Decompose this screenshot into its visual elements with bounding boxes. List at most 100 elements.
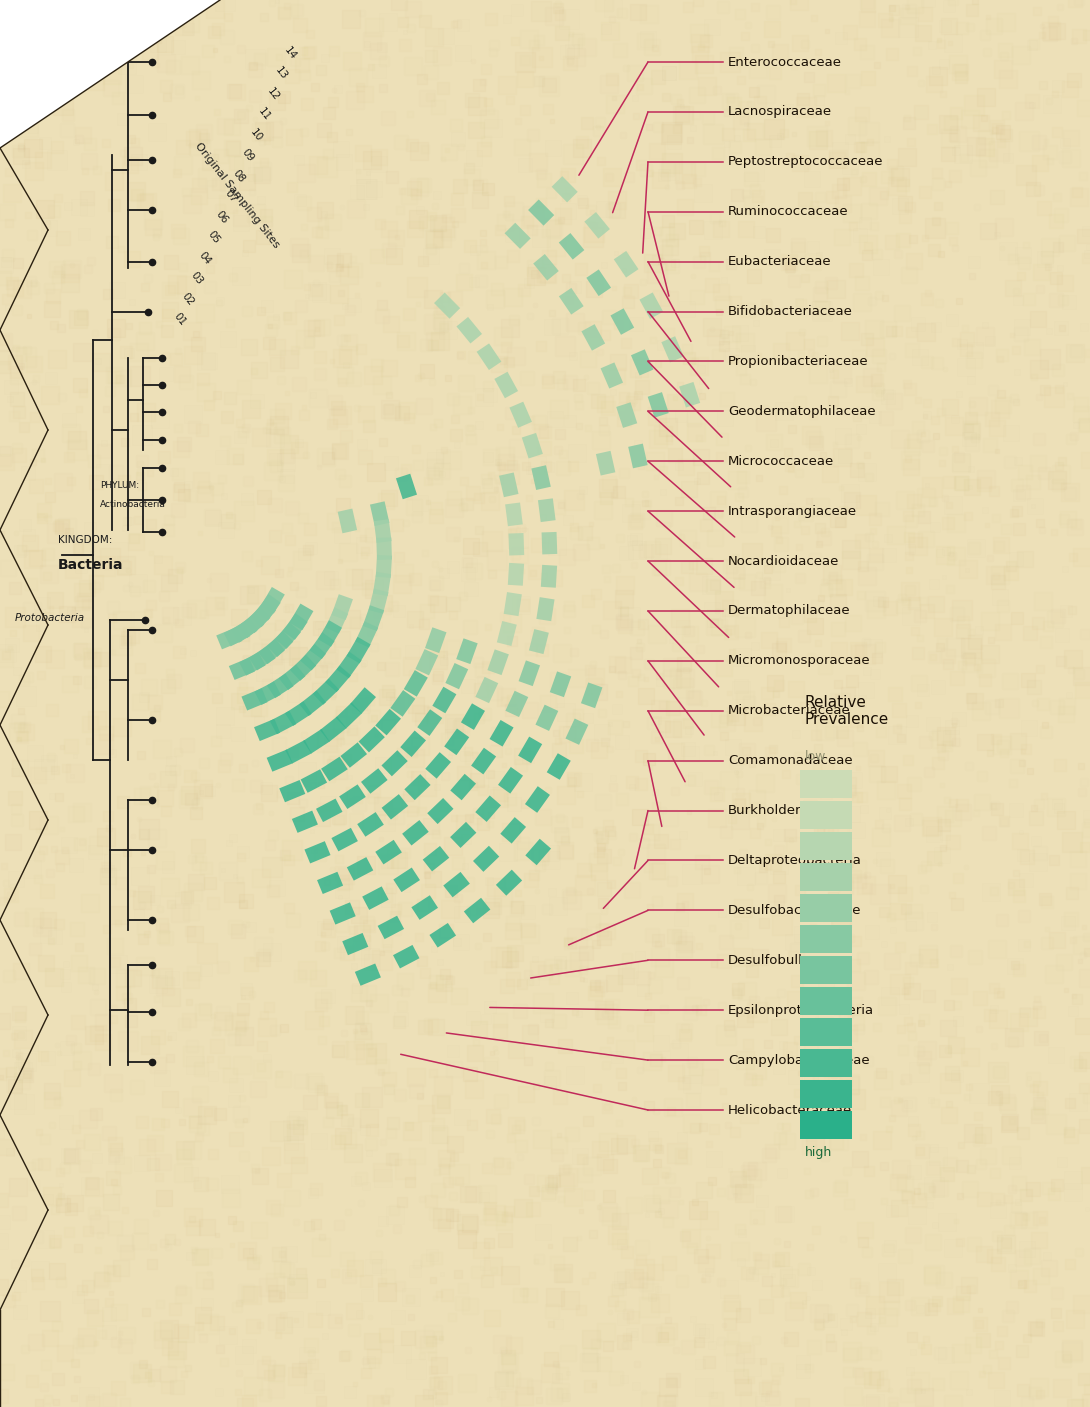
Polygon shape — [541, 564, 557, 588]
Bar — [800, 770, 852, 798]
Polygon shape — [340, 743, 367, 768]
Polygon shape — [216, 628, 242, 650]
Polygon shape — [382, 794, 408, 820]
Text: Intrasporangiaceae: Intrasporangiaceae — [728, 505, 857, 518]
Polygon shape — [370, 501, 389, 526]
Polygon shape — [525, 839, 552, 865]
Polygon shape — [496, 870, 522, 896]
Text: low: low — [806, 750, 826, 763]
Polygon shape — [400, 730, 426, 757]
Polygon shape — [242, 688, 267, 711]
Polygon shape — [505, 222, 531, 249]
Polygon shape — [536, 597, 555, 620]
Polygon shape — [238, 613, 264, 639]
Text: Helicobacteraceae: Helicobacteraceae — [728, 1103, 852, 1117]
Polygon shape — [614, 250, 639, 277]
Text: Comamonadaceae: Comamonadaceae — [728, 754, 852, 767]
Polygon shape — [0, 0, 220, 148]
Polygon shape — [304, 841, 330, 864]
Polygon shape — [251, 601, 276, 628]
Polygon shape — [300, 644, 326, 670]
Text: high: high — [806, 1145, 833, 1159]
Polygon shape — [267, 750, 293, 771]
Polygon shape — [538, 498, 556, 522]
Polygon shape — [518, 737, 542, 763]
Polygon shape — [331, 594, 353, 620]
Polygon shape — [316, 799, 342, 822]
Bar — [800, 862, 852, 891]
Polygon shape — [267, 630, 293, 657]
Polygon shape — [347, 637, 371, 663]
Polygon shape — [374, 519, 391, 543]
Text: KINGDOM:: KINGDOM: — [58, 535, 112, 545]
Polygon shape — [631, 349, 653, 376]
Polygon shape — [552, 176, 578, 203]
Polygon shape — [284, 701, 312, 726]
Polygon shape — [322, 757, 348, 781]
Polygon shape — [368, 588, 388, 613]
Polygon shape — [461, 704, 485, 730]
Polygon shape — [282, 613, 307, 640]
Polygon shape — [317, 872, 343, 893]
Text: 10: 10 — [249, 127, 264, 144]
Polygon shape — [229, 657, 255, 680]
Polygon shape — [457, 639, 477, 664]
Bar — [800, 1081, 852, 1107]
Polygon shape — [489, 720, 513, 747]
Bar — [800, 832, 852, 860]
Polygon shape — [301, 770, 327, 792]
Polygon shape — [519, 660, 540, 687]
Polygon shape — [254, 719, 280, 741]
Polygon shape — [403, 670, 427, 696]
Polygon shape — [498, 767, 523, 794]
Polygon shape — [450, 822, 476, 848]
Text: 09: 09 — [240, 148, 255, 163]
Polygon shape — [509, 533, 524, 556]
Polygon shape — [566, 719, 589, 744]
Polygon shape — [396, 474, 417, 499]
Text: PHYLUM:: PHYLUM: — [100, 481, 140, 490]
Polygon shape — [231, 618, 257, 643]
Bar — [800, 801, 852, 829]
Polygon shape — [584, 212, 610, 239]
Text: 02: 02 — [180, 291, 196, 307]
Polygon shape — [446, 663, 469, 689]
Polygon shape — [336, 702, 362, 729]
Polygon shape — [393, 946, 420, 968]
Polygon shape — [244, 606, 270, 633]
Polygon shape — [338, 508, 358, 533]
Polygon shape — [404, 774, 431, 801]
Polygon shape — [279, 779, 305, 802]
Polygon shape — [361, 768, 388, 794]
Polygon shape — [559, 288, 583, 315]
Text: Desulfobacteraceae: Desulfobacteraceae — [728, 903, 861, 917]
Text: Nocardioidaceae: Nocardioidaceae — [728, 554, 839, 567]
Text: 03: 03 — [189, 270, 205, 287]
Polygon shape — [270, 711, 296, 734]
Polygon shape — [267, 674, 293, 698]
Text: Relative
Prevalence: Relative Prevalence — [806, 695, 889, 727]
Polygon shape — [647, 393, 669, 418]
Polygon shape — [382, 750, 408, 777]
Text: Bifidobacteriaceae: Bifidobacteriaceae — [728, 305, 852, 318]
Polygon shape — [559, 234, 584, 259]
Polygon shape — [411, 895, 438, 920]
Text: Geodermatophilaceae: Geodermatophilaceae — [728, 405, 875, 418]
Polygon shape — [601, 363, 623, 388]
Polygon shape — [445, 729, 469, 756]
Polygon shape — [289, 604, 314, 630]
Polygon shape — [342, 933, 368, 955]
Text: Epsilonproteobacteria: Epsilonproteobacteria — [728, 1003, 874, 1017]
Polygon shape — [417, 709, 443, 736]
Polygon shape — [528, 200, 554, 225]
Polygon shape — [331, 827, 358, 851]
Polygon shape — [581, 324, 605, 350]
Polygon shape — [290, 654, 316, 681]
Polygon shape — [329, 902, 355, 924]
Polygon shape — [249, 646, 276, 670]
Polygon shape — [300, 691, 326, 716]
Polygon shape — [616, 402, 638, 428]
Text: Eubacteriaceae: Eubacteriaceae — [728, 255, 832, 269]
Polygon shape — [390, 689, 415, 716]
Polygon shape — [662, 336, 683, 363]
